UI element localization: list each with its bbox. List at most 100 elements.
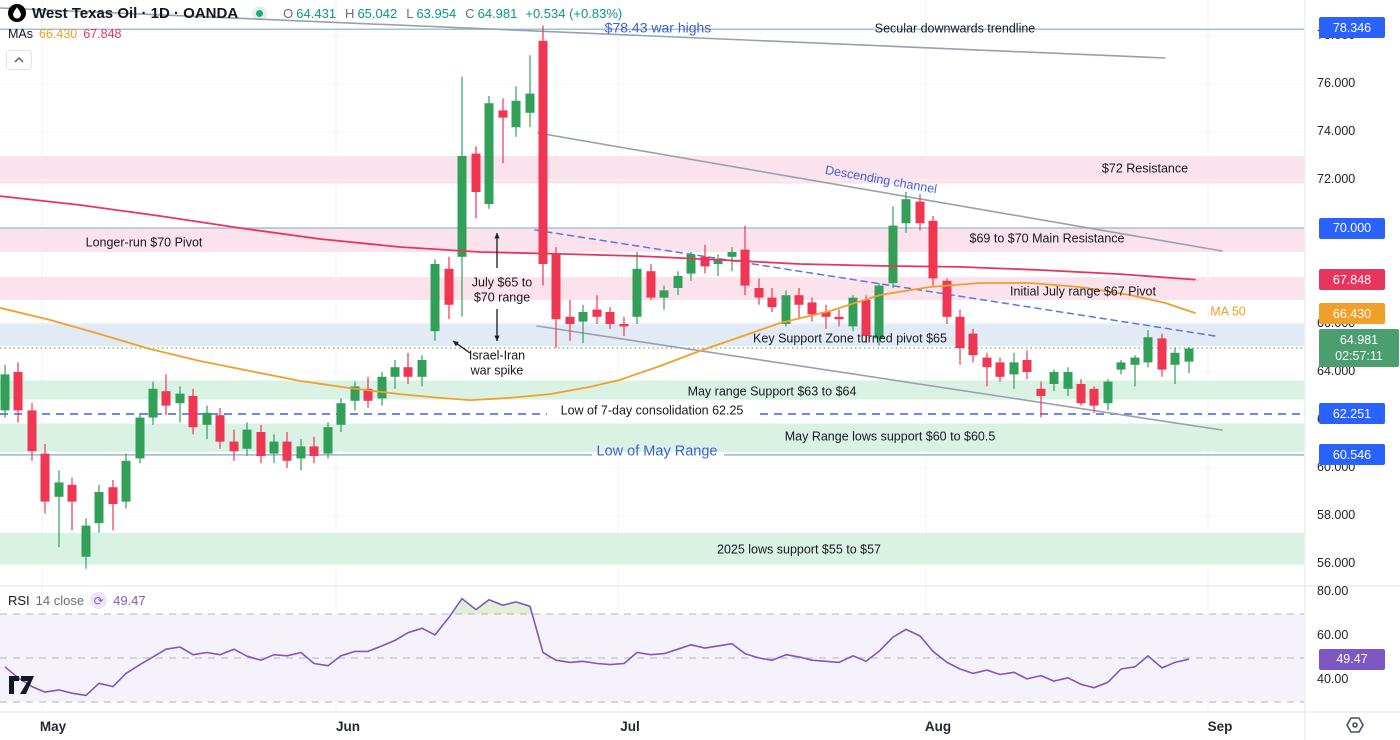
- price-scale[interactable]: [1306, 0, 1400, 712]
- zone-band-resistance-72[interactable]: [0, 156, 1304, 184]
- descending-channel-upper[interactable]: [537, 132, 1223, 252]
- close-value: 64.981: [477, 5, 518, 21]
- symbol-title[interactable]: West Texas Oil · 1D · OANDA: [32, 4, 239, 22]
- candle: [1049, 372, 1059, 384]
- change-value: +0.534 (+0.83%): [525, 5, 623, 21]
- candle: [1022, 360, 1032, 372]
- annotation-may-support-label[interactable]: May range Support $63 to $64: [687, 384, 857, 399]
- ma50-value: 66.430: [39, 27, 78, 41]
- candle: [605, 312, 615, 324]
- candle: [188, 396, 198, 428]
- annotation-resistance-72-label[interactable]: $72 Resistance: [1101, 161, 1189, 176]
- ohlc-values: O 64.431 H 65.042 L 63.954 C 64.981 +0.5…: [277, 6, 622, 21]
- rsi-line[interactable]: [4, 597, 1190, 697]
- candle: [673, 276, 683, 288]
- descending-channel-mid[interactable]: [534, 229, 1216, 337]
- candle: [874, 285, 884, 339]
- candle: [955, 316, 965, 348]
- candle: [821, 312, 831, 317]
- candle: [511, 100, 521, 128]
- secular-downwards-trendline[interactable]: [0, 7, 1166, 59]
- annotation-israel-iran-label[interactable]: Israel-Iran war spike: [468, 348, 526, 377]
- axis-settings-icon[interactable]: [1344, 714, 1366, 740]
- candle: [1009, 362, 1019, 375]
- low-value: 63.954: [416, 5, 457, 21]
- annotation-low-of-may-range-label[interactable]: Low of May Range: [596, 443, 718, 460]
- candle: [901, 199, 911, 224]
- ma200-line[interactable]: [0, 195, 1196, 281]
- zone-band-lows-2025[interactable]: [0, 532, 1304, 566]
- candle: [1063, 372, 1073, 389]
- candle: [108, 487, 118, 504]
- candle: [323, 427, 333, 454]
- candle: [1143, 337, 1153, 363]
- candle: [229, 441, 239, 452]
- candle: [968, 333, 978, 356]
- annotation-consolidation-low-label[interactable]: Low of 7-day consolidation 62.25: [554, 403, 750, 419]
- candle: [538, 40, 548, 264]
- candle: [13, 372, 23, 411]
- candle: [377, 376, 387, 399]
- annotation-war-highs-label[interactable]: $78.43 war highs: [604, 19, 712, 36]
- candle: [551, 254, 561, 320]
- candle: [94, 492, 104, 524]
- candle: [336, 403, 346, 425]
- ma200-value: 67.848: [83, 27, 122, 41]
- annotation-may-lows-label[interactable]: May Range lows support $60 to $60.5: [784, 429, 996, 444]
- candle: [67, 484, 77, 502]
- candle: [403, 367, 413, 377]
- candle: [861, 300, 871, 336]
- candle: [242, 429, 252, 449]
- collapse-pane-button[interactable]: [6, 50, 32, 70]
- zone-band-main-resistance-69-70[interactable]: [0, 228, 1304, 252]
- candle: [1170, 352, 1180, 365]
- candle: [565, 316, 575, 324]
- annotation-lows-2025-label[interactable]: 2025 lows support $55 to $57: [716, 542, 882, 557]
- candle: [1103, 381, 1113, 404]
- candle: [148, 388, 158, 418]
- candle: [215, 415, 225, 442]
- instrument-logo-icon: [8, 4, 26, 22]
- candle: [915, 201, 925, 224]
- candle: [161, 391, 171, 406]
- candle: [135, 417, 145, 459]
- annotation-pivot-70-label[interactable]: Longer-run $70 Pivot: [85, 235, 203, 250]
- candle: [390, 367, 400, 377]
- candle: [807, 302, 817, 315]
- tradingview-logo-icon[interactable]: [8, 674, 35, 701]
- chevron-up-icon: [14, 57, 24, 63]
- candle: [309, 446, 319, 456]
- candle: [1076, 384, 1086, 404]
- candle: [256, 432, 266, 456]
- annotation-main-resistance-label[interactable]: $69 to $70 Main Resistance: [969, 231, 1125, 246]
- candle: [121, 460, 131, 502]
- zone-band-key-support-65[interactable]: [0, 322, 1304, 347]
- descending-channel-lower[interactable]: [536, 325, 1223, 431]
- annotation-key-support-label[interactable]: Key Support Zone turned pivot $65: [753, 331, 947, 346]
- annotation-ma50-label[interactable]: MA 50: [1210, 304, 1246, 319]
- annotation-secular-trendline-label[interactable]: Secular downwards trendline: [874, 21, 1036, 36]
- close-label: C: [465, 5, 475, 21]
- candle: [1116, 362, 1126, 370]
- candle: [995, 362, 1005, 377]
- candle: [982, 357, 992, 368]
- candle: [727, 252, 737, 257]
- rsi-value: 49.47: [113, 593, 146, 608]
- annotation-july-range-label[interactable]: July $65 to $70 range: [471, 275, 533, 304]
- ma50-line[interactable]: [0, 282, 1196, 402]
- candle: [781, 295, 791, 324]
- candle: [767, 297, 777, 308]
- arrow-down-to-65-head: [494, 335, 500, 341]
- time-axis[interactable]: [0, 713, 1400, 740]
- candle: [834, 316, 844, 320]
- candle: [296, 446, 306, 459]
- rsi-params: 14 close: [35, 593, 85, 608]
- annotation-july-pivot-67-label[interactable]: Initial July range $67 Pivot: [1010, 284, 1156, 299]
- refresh-icon[interactable]: ⟳: [90, 592, 108, 609]
- candle: [269, 441, 279, 454]
- candle: [1184, 348, 1194, 362]
- candle: [632, 268, 642, 317]
- candle: [363, 388, 373, 401]
- low-label: L: [406, 5, 414, 21]
